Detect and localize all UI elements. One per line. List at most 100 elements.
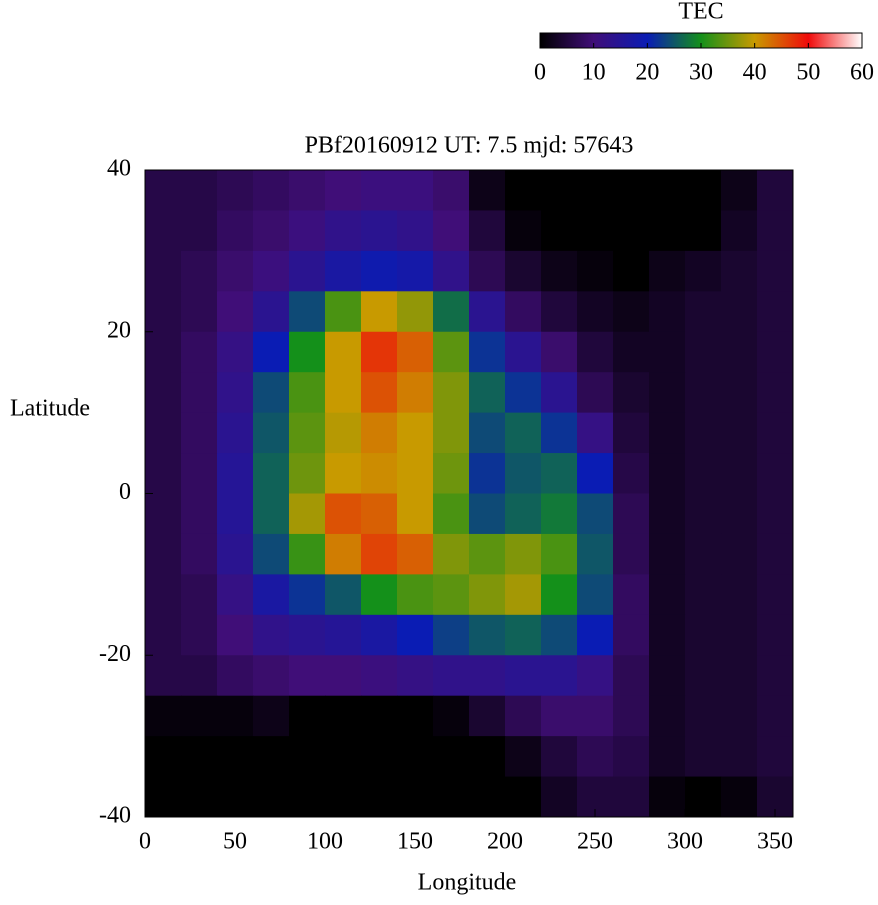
y-axis-label: Latitude: [10, 396, 90, 422]
heatmap-cell: [577, 655, 614, 697]
heatmap-cell: [433, 170, 470, 211]
heatmap-cell: [145, 614, 182, 656]
heatmap-cell: [181, 655, 218, 697]
heatmap-cell: [433, 291, 470, 333]
heatmap-cell: [505, 493, 542, 535]
heatmap-cell: [253, 170, 290, 211]
heatmap-cell: [541, 493, 578, 535]
heatmap-cell: [757, 655, 794, 697]
heatmap-cell: [397, 614, 434, 656]
heatmap-cell: [469, 614, 506, 656]
heatmap-cell: [577, 331, 614, 373]
x-tick-label: 0: [139, 829, 151, 855]
heatmap-cell: [433, 574, 470, 616]
heatmap-cell: [325, 170, 362, 211]
heatmap-cell: [253, 695, 290, 737]
heatmap-cell: [217, 655, 254, 697]
heatmap-cell: [721, 412, 758, 454]
heatmap-cell: [757, 574, 794, 616]
heatmap-cell: [505, 250, 542, 292]
heatmap-cell: [649, 614, 686, 656]
heatmap-cell: [577, 736, 614, 778]
heatmap-cell: [181, 291, 218, 333]
heatmap-cell: [469, 372, 506, 414]
heatmap-cell: [757, 412, 794, 454]
chart-title: PBf20160912 UT: 7.5 mjd: 57643: [305, 133, 634, 159]
heatmap-cell: [685, 493, 722, 535]
heatmap-cell: [649, 493, 686, 535]
colorbar-label: TEC: [678, 0, 723, 25]
x-tick-label: 100: [307, 829, 343, 855]
heatmap-cell: [181, 614, 218, 656]
heatmap-cell: [433, 453, 470, 494]
colorbar-tick-label: 20: [635, 60, 659, 86]
heatmap-cell: [325, 776, 362, 818]
heatmap-cell: [253, 210, 290, 252]
heatmap-cell: [649, 533, 686, 575]
heatmap-cell: [253, 493, 290, 535]
heatmap-cell: [649, 250, 686, 292]
heatmap-cell: [469, 574, 506, 616]
heatmap-cell: [325, 331, 362, 373]
heatmap-cell: [649, 574, 686, 616]
colorbar-tick-label: 10: [582, 60, 606, 86]
heatmap-cell: [181, 776, 218, 818]
heatmap-cell: [469, 291, 506, 333]
heatmap-cell: [145, 291, 182, 333]
heatmap-cell: [433, 736, 470, 778]
heatmap-cell: [649, 291, 686, 333]
heatmap-cell: [433, 412, 470, 454]
heatmap-cell: [721, 533, 758, 575]
heatmap-cell: [541, 736, 578, 778]
heatmap-cell: [325, 372, 362, 414]
heatmap-cell: [361, 695, 398, 737]
heatmap-cell: [685, 776, 722, 818]
heatmap-cell: [325, 493, 362, 535]
heatmap-cell: [469, 210, 506, 252]
heatmap-cell: [649, 695, 686, 737]
heatmap-cell: [757, 210, 794, 252]
heatmap-cell: [757, 250, 794, 292]
heatmap-cell: [217, 170, 254, 211]
heatmap-cell: [613, 533, 650, 575]
heatmap-cell: [469, 331, 506, 373]
heatmap-cell: [757, 331, 794, 373]
heatmap-cell: [289, 493, 326, 535]
heatmap-cell: [613, 331, 650, 373]
heatmap-cell: [577, 695, 614, 737]
heatmap-cell: [145, 453, 182, 494]
heatmap-cell: [361, 533, 398, 575]
heatmap-cell: [289, 372, 326, 414]
heatmap-cell: [757, 736, 794, 778]
heatmap-cell: [397, 170, 434, 211]
heatmap-cell: [577, 574, 614, 616]
heatmap-cell: [613, 453, 650, 494]
heatmap-cell: [721, 574, 758, 616]
heatmap-cell: [685, 655, 722, 697]
heatmap-cell: [181, 453, 218, 494]
heatmap-cell: [541, 533, 578, 575]
heatmap-cell: [325, 453, 362, 494]
heatmap-cell: [433, 614, 470, 656]
heatmap-cell: [397, 250, 434, 292]
heatmap-cell: [325, 210, 362, 252]
heatmap-cell: [433, 776, 470, 818]
heatmap-cell: [613, 655, 650, 697]
heatmap-cell: [505, 412, 542, 454]
heatmap-cell: [505, 614, 542, 656]
heatmap-cell: [721, 170, 758, 211]
heatmap-cell: [181, 250, 218, 292]
heatmap-cell: [577, 453, 614, 494]
heatmap-cell: [577, 170, 614, 211]
heatmap-cell: [397, 695, 434, 737]
heatmap-cell: [397, 291, 434, 333]
heatmap-cell: [325, 533, 362, 575]
heatmap-cell: [289, 695, 326, 737]
heatmap-cell: [397, 736, 434, 778]
heatmap-cell: [757, 170, 794, 211]
heatmap-cell: [289, 210, 326, 252]
heatmap-cell: [181, 372, 218, 414]
heatmap-cell: [649, 372, 686, 414]
heatmap-cell: [649, 655, 686, 697]
heatmap-cell: [361, 250, 398, 292]
